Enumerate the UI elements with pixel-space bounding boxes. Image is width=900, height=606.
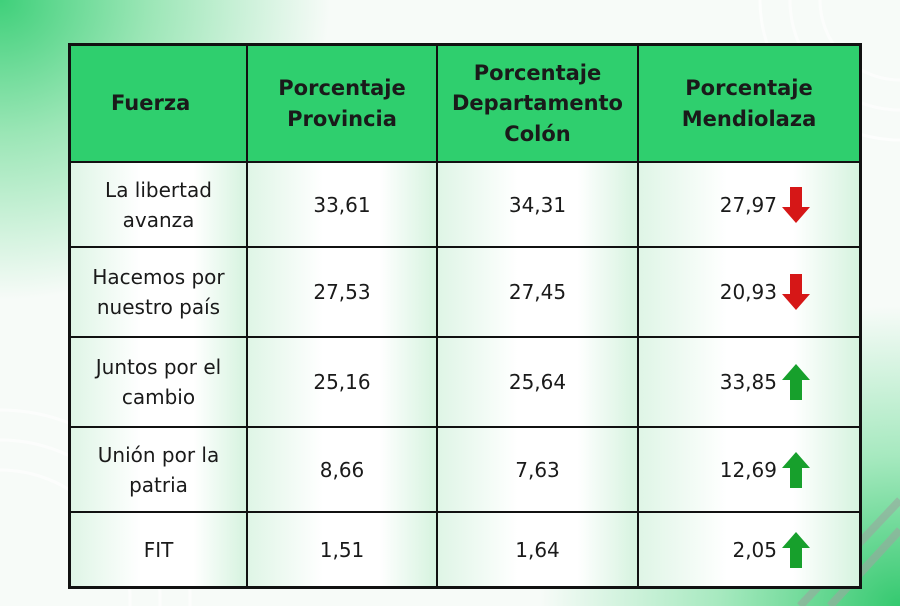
value-cell: 25,16 — [247, 337, 437, 427]
arrow-up — [782, 531, 810, 568]
cell-text: 27,53 — [313, 280, 371, 304]
results-table: Fuerza Porcentaje Provincia Porcentaje D… — [68, 43, 862, 589]
value-cell: 7,63 — [437, 427, 638, 512]
cell-text: 25,16 — [313, 370, 371, 394]
value-cell: 27,53 — [247, 247, 437, 337]
value-cell: 33,85 — [638, 337, 860, 427]
header-cell: Porcentaje Mendiolaza — [638, 45, 860, 162]
value-cell: 2,05 — [638, 512, 860, 587]
value-cell: 12,69 — [638, 427, 860, 512]
party-cell: La libertad avanza — [70, 162, 247, 247]
cell-text: 33,61 — [313, 192, 371, 217]
cell-text: Unión por la patria — [97, 442, 220, 497]
value-cell: 33,61 — [247, 162, 437, 247]
cell-text: 2,05 — [732, 537, 777, 562]
cell-text: 1,64 — [515, 537, 560, 562]
value-cell: 1,51 — [247, 512, 437, 587]
cell-text: 12,69 — [719, 457, 777, 482]
party-cell: Hacemos por nuestro país — [70, 247, 247, 337]
cell-text: 34,31 — [508, 192, 567, 217]
cell-text: 33,85 — [719, 370, 777, 394]
header-cell: Fuerza — [70, 45, 247, 162]
cell-text: Hacemos por nuestro país — [92, 265, 225, 319]
party-cell: Unión por la patria — [70, 427, 247, 512]
cell-text: 1,51 — [319, 537, 365, 562]
header-cell: Porcentaje Provincia — [247, 45, 437, 162]
cell-text: 7,63 — [515, 457, 560, 482]
value-cell: 1,64 — [437, 512, 638, 587]
party-cell: Juntos por el cambio — [70, 337, 247, 427]
arrow-down — [782, 186, 810, 223]
value-cell: 8,66 — [247, 427, 437, 512]
cell-text: 27,97 — [719, 192, 777, 217]
value-cell: 25,64 — [437, 337, 638, 427]
value-cell: 34,31 — [437, 162, 638, 247]
cell-text: 25,64 — [508, 370, 567, 394]
arrow-up — [782, 364, 810, 400]
cell-text: FIT — [143, 537, 174, 562]
value-cell: 27,45 — [437, 247, 638, 337]
cell-text: La libertad avanza — [105, 177, 212, 232]
cell-text: 8,66 — [319, 457, 365, 482]
cell-text: Juntos por el cambio — [95, 355, 222, 409]
value-cell: 20,93 — [638, 247, 860, 337]
arrow-up — [782, 451, 810, 488]
header-cell: Porcentaje Departamento Colón — [437, 45, 638, 162]
cell-text: 20,93 — [719, 280, 777, 304]
value-cell: 27,97 — [638, 162, 860, 247]
cell-text: 27,45 — [508, 280, 567, 304]
arrow-down — [782, 274, 810, 310]
party-cell: FIT — [70, 512, 247, 587]
